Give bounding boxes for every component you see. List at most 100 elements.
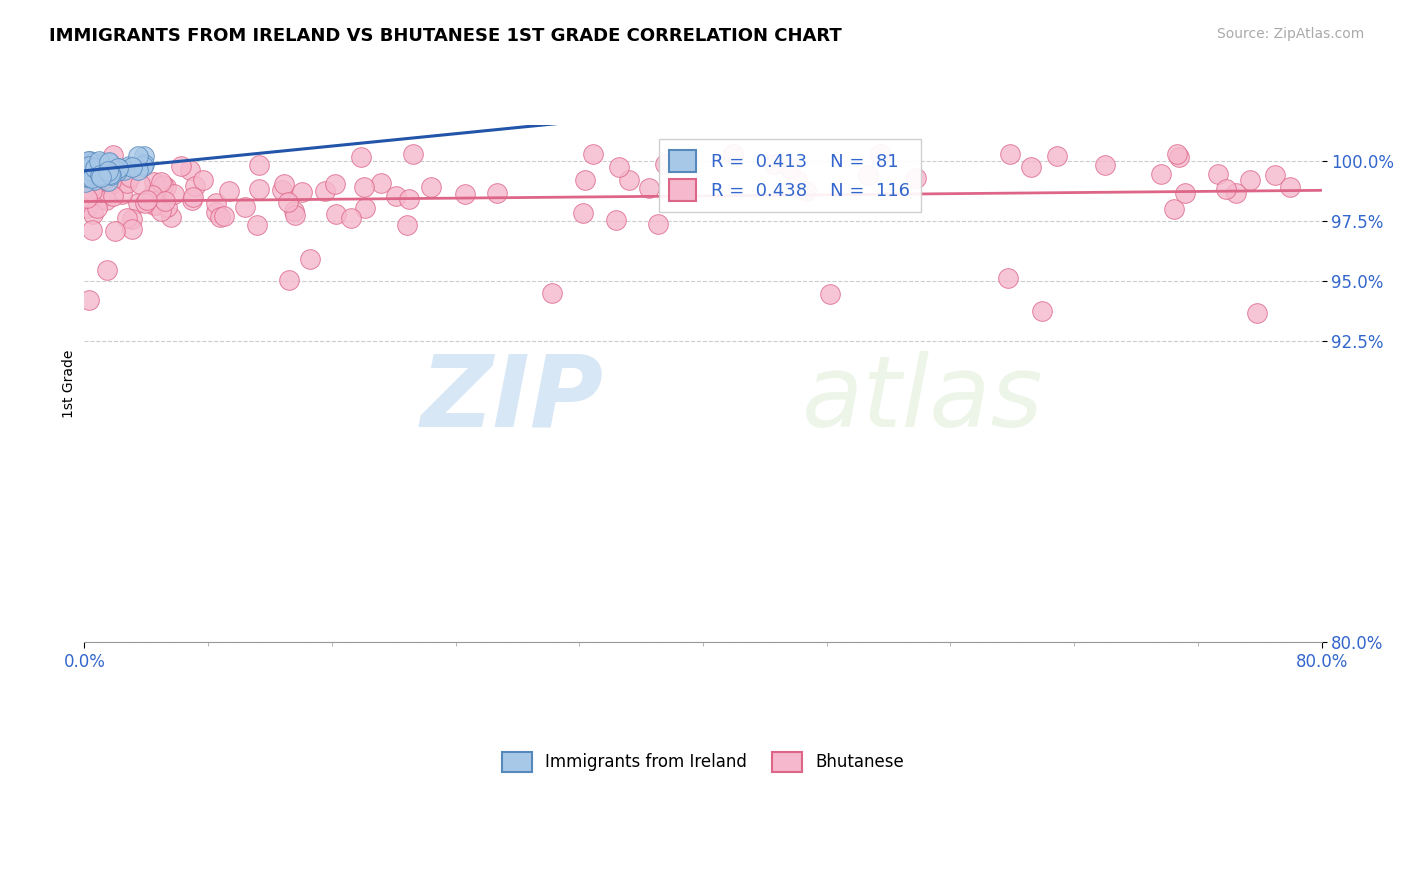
Point bbox=[246, 218, 269, 232]
Point bbox=[132, 159, 155, 173]
Legend: Immigrants from Ireland, Bhutanese: Immigrants from Ireland, Bhutanese bbox=[495, 745, 911, 779]
Point bbox=[77, 161, 100, 176]
Point bbox=[76, 161, 98, 175]
Point bbox=[73, 164, 96, 178]
Point bbox=[132, 149, 155, 163]
Point bbox=[1094, 158, 1116, 172]
Point bbox=[121, 211, 143, 226]
Point bbox=[90, 169, 112, 184]
Point bbox=[112, 163, 135, 178]
Point bbox=[77, 164, 100, 178]
Point bbox=[84, 161, 107, 175]
Point bbox=[150, 175, 173, 189]
Point bbox=[97, 155, 120, 169]
Point bbox=[107, 161, 129, 175]
Point bbox=[350, 150, 373, 164]
Point bbox=[105, 163, 128, 178]
Text: ZIP: ZIP bbox=[420, 351, 605, 448]
Point bbox=[76, 169, 98, 183]
Point bbox=[794, 185, 817, 199]
Point bbox=[111, 187, 134, 202]
Point bbox=[818, 286, 841, 301]
Point bbox=[1278, 180, 1301, 194]
Point bbox=[134, 195, 156, 210]
Point bbox=[75, 166, 97, 180]
Point bbox=[77, 169, 100, 183]
Point bbox=[76, 159, 98, 173]
Point bbox=[82, 161, 104, 175]
Point bbox=[153, 194, 176, 208]
Point bbox=[1239, 172, 1261, 186]
Point bbox=[205, 204, 228, 219]
Point bbox=[152, 178, 174, 193]
Point bbox=[396, 218, 419, 232]
Point bbox=[118, 159, 141, 173]
Point bbox=[94, 166, 117, 180]
Point bbox=[291, 185, 314, 199]
Point bbox=[997, 270, 1019, 285]
Point bbox=[76, 166, 98, 180]
Point bbox=[193, 173, 215, 187]
Point bbox=[325, 207, 347, 221]
Point bbox=[1163, 202, 1185, 216]
Point bbox=[1264, 168, 1286, 182]
Point bbox=[541, 286, 564, 301]
Point bbox=[97, 173, 120, 187]
Point bbox=[73, 162, 96, 177]
Text: IMMIGRANTS FROM IRELAND VS BHUTANESE 1ST GRADE CORRELATION CHART: IMMIGRANTS FROM IRELAND VS BHUTANESE 1ST… bbox=[49, 27, 842, 45]
Point bbox=[143, 194, 166, 209]
Text: atlas: atlas bbox=[801, 351, 1043, 448]
Point bbox=[97, 155, 120, 169]
Point bbox=[86, 201, 108, 215]
Point bbox=[79, 293, 101, 307]
Point bbox=[1046, 149, 1069, 163]
Point bbox=[127, 163, 149, 178]
Point bbox=[204, 195, 226, 210]
Point bbox=[721, 146, 744, 161]
Point bbox=[150, 204, 173, 219]
Point bbox=[277, 195, 299, 210]
Point bbox=[89, 192, 111, 206]
Point bbox=[141, 188, 163, 202]
Point bbox=[77, 162, 100, 177]
Point bbox=[1174, 186, 1197, 200]
Point bbox=[1031, 304, 1053, 318]
Point bbox=[143, 198, 166, 212]
Point bbox=[83, 159, 105, 173]
Point bbox=[77, 161, 100, 176]
Point bbox=[100, 177, 122, 191]
Point bbox=[83, 173, 105, 187]
Point bbox=[77, 167, 100, 181]
Point bbox=[1206, 167, 1229, 181]
Point bbox=[100, 168, 122, 182]
Point bbox=[572, 206, 595, 220]
Point bbox=[163, 187, 186, 202]
Point bbox=[607, 160, 630, 174]
Point bbox=[76, 191, 98, 205]
Point bbox=[77, 162, 100, 177]
Point bbox=[278, 272, 301, 286]
Point bbox=[75, 162, 97, 177]
Point bbox=[76, 201, 98, 215]
Point bbox=[637, 180, 659, 194]
Point bbox=[76, 161, 98, 176]
Point bbox=[419, 179, 441, 194]
Point bbox=[605, 212, 627, 227]
Point bbox=[107, 161, 129, 176]
Point bbox=[181, 193, 204, 207]
Point bbox=[905, 171, 928, 186]
Point bbox=[77, 161, 100, 175]
Point bbox=[82, 160, 104, 174]
Point bbox=[299, 252, 322, 266]
Point bbox=[247, 182, 270, 196]
Point bbox=[104, 224, 127, 238]
Point bbox=[283, 203, 305, 218]
Point bbox=[184, 179, 207, 194]
Point bbox=[101, 148, 124, 162]
Point bbox=[115, 211, 138, 226]
Point bbox=[79, 165, 101, 179]
Point bbox=[115, 176, 138, 190]
Point bbox=[82, 207, 104, 221]
Point bbox=[77, 159, 100, 173]
Point bbox=[218, 184, 240, 198]
